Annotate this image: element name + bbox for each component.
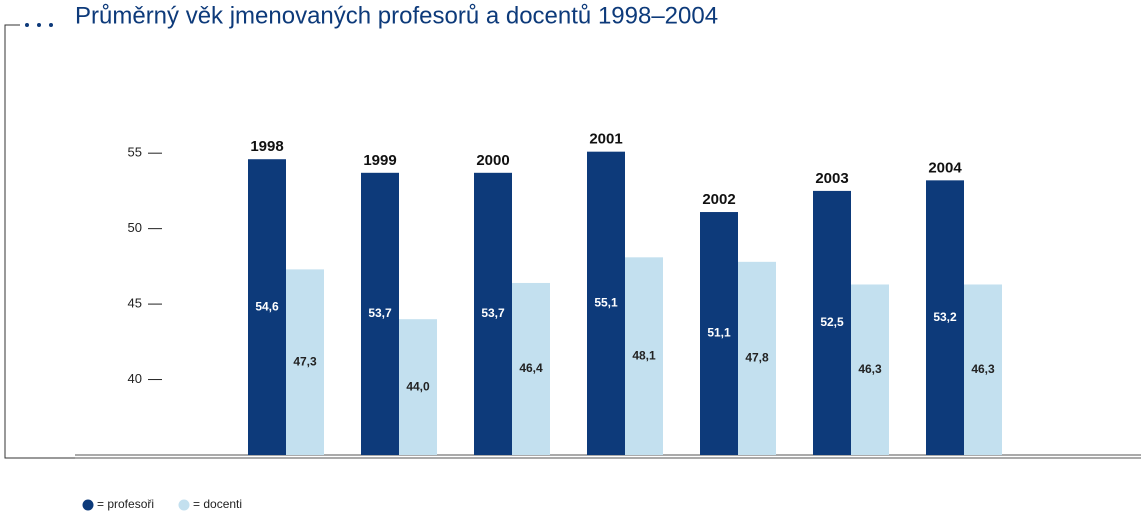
value-label: 53,2 [933, 310, 957, 324]
bar [926, 180, 964, 455]
value-label: 53,7 [481, 306, 505, 320]
legend-label: = profesoři [97, 497, 154, 511]
bar [512, 282, 550, 455]
bar [248, 159, 286, 455]
y-tick-label: 40 [128, 371, 142, 386]
value-label: 47,8 [745, 351, 769, 365]
legend-swatch [82, 499, 94, 511]
frame-line [4, 24, 75, 459]
value-label: 44,0 [406, 379, 430, 393]
category-label: 2003 [815, 170, 848, 187]
bar [361, 172, 399, 456]
value-label: 54,6 [255, 299, 279, 313]
value-label: 55,1 [594, 296, 618, 310]
value-label: 46,3 [858, 362, 882, 376]
bar [399, 319, 437, 455]
category-label: 1999 [363, 152, 396, 169]
category-label: 2002 [702, 191, 735, 208]
y-tick-label: 50 [128, 220, 142, 235]
category-label: 2004 [928, 159, 962, 176]
value-label: 47,3 [293, 354, 317, 368]
y-tick-label: 45 [128, 296, 142, 311]
bar [700, 212, 738, 455]
bar [625, 257, 663, 455]
bar [851, 284, 889, 455]
y-tick-label: 55 [128, 145, 142, 160]
value-label: 46,3 [971, 362, 995, 376]
bar [738, 261, 776, 455]
bar [474, 172, 512, 456]
bar [286, 269, 324, 455]
value-label: 52,5 [820, 315, 844, 329]
legend-label: = docenti [193, 497, 242, 511]
bar [813, 190, 851, 455]
title-dots [25, 23, 53, 27]
frame [4, 24, 75, 459]
category-label: 2000 [476, 152, 509, 169]
value-label: 53,7 [368, 306, 392, 320]
dot [37, 23, 41, 27]
bar [964, 284, 1002, 455]
bar [587, 151, 625, 455]
chart-title: Průměrný věk jmenovaných profesorů a doc… [75, 2, 718, 29]
category-label: 2001 [589, 131, 622, 148]
value-label: 46,4 [519, 361, 543, 375]
value-label: 48,1 [632, 348, 656, 362]
category-label: 1998 [250, 138, 283, 155]
legend-swatch [178, 499, 190, 511]
dot [25, 23, 29, 27]
value-label: 51,1 [707, 326, 731, 340]
dot [49, 23, 53, 27]
